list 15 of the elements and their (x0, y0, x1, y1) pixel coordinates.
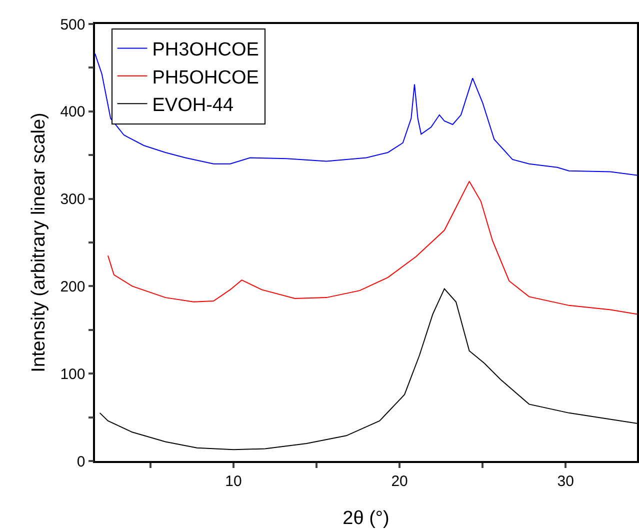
x-tick-label: 30 (557, 472, 574, 490)
legend-label: PH3OHCOE (152, 40, 259, 61)
y-tick-label: 100 (60, 366, 86, 383)
x-tick-label: 20 (391, 472, 408, 490)
y-tick-label: 400 (60, 104, 86, 121)
x-tick-label: 10 (225, 472, 242, 490)
x-axis-title: 2θ (°) (342, 508, 390, 529)
y-tick-label: 0 (76, 453, 86, 470)
legend-label: PH5OHCOE (152, 67, 259, 88)
y-tick-label: 300 (60, 191, 86, 208)
y-tick-label: 200 (60, 278, 86, 296)
y-tick-label: 500 (60, 16, 86, 34)
legend-label: EVOH-44 (152, 95, 234, 116)
y-axis-title: Intensity (arbitrary linear scale) (28, 112, 50, 372)
line-series (107, 180, 637, 315)
